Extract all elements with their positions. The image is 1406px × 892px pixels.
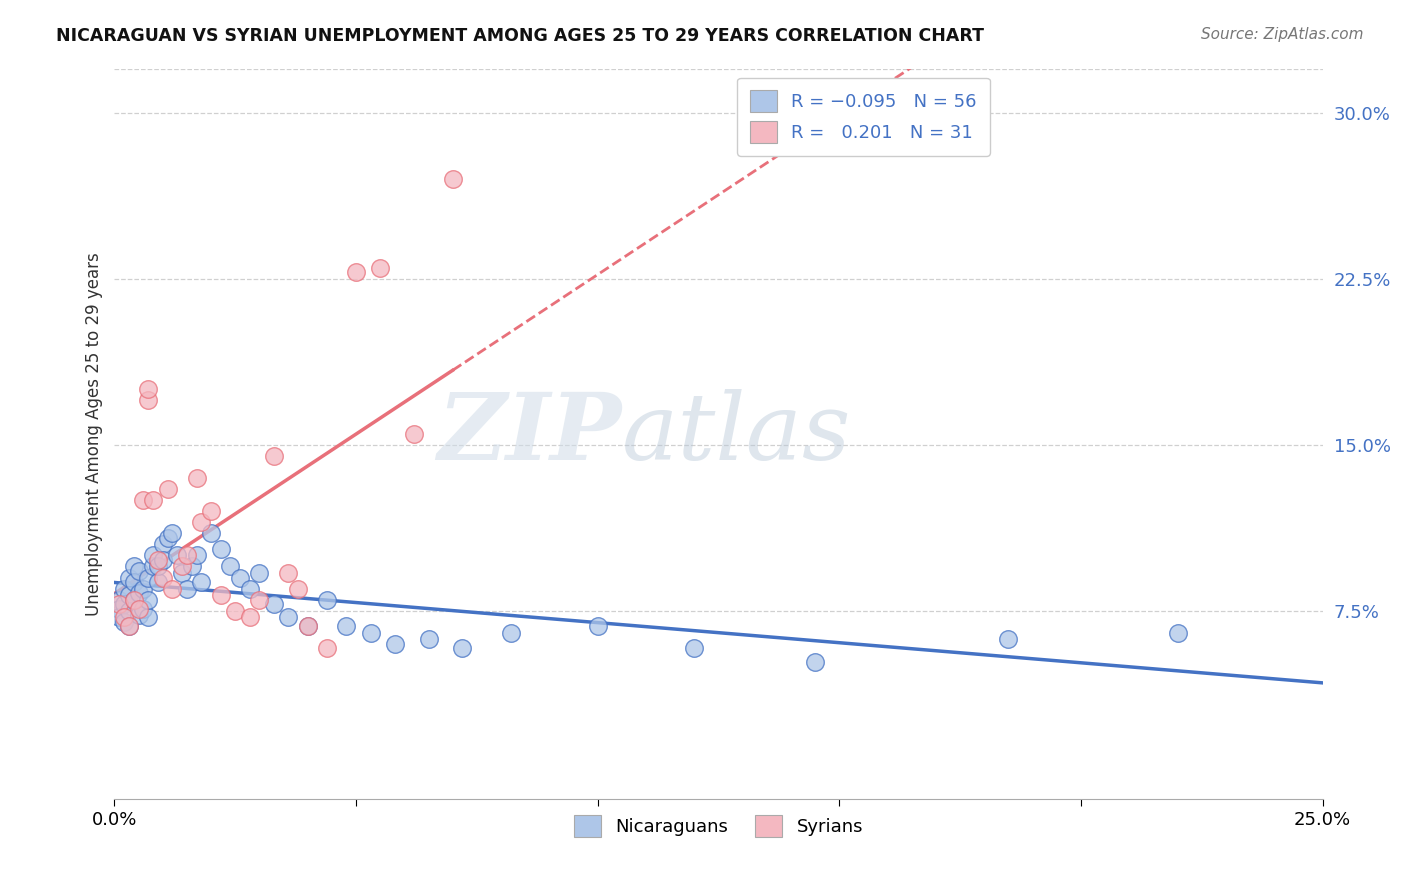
Point xyxy=(224,604,246,618)
Point xyxy=(162,526,184,541)
Point xyxy=(441,172,464,186)
Point xyxy=(136,592,159,607)
Point xyxy=(247,592,270,607)
Point xyxy=(156,531,179,545)
Point xyxy=(170,559,193,574)
Point xyxy=(247,566,270,580)
Point xyxy=(122,559,145,574)
Point xyxy=(136,383,159,397)
Text: atlas: atlas xyxy=(621,389,851,479)
Point xyxy=(176,582,198,596)
Point xyxy=(229,570,252,584)
Point xyxy=(209,588,232,602)
Point xyxy=(132,601,155,615)
Point xyxy=(108,610,131,624)
Point xyxy=(118,588,141,602)
Point xyxy=(112,610,135,624)
Point xyxy=(239,610,262,624)
Point xyxy=(136,570,159,584)
Point xyxy=(186,471,208,485)
Point xyxy=(128,564,150,578)
Point xyxy=(112,615,135,629)
Point xyxy=(146,574,169,589)
Point xyxy=(152,570,174,584)
Point xyxy=(166,549,188,563)
Point xyxy=(142,559,165,574)
Point xyxy=(190,574,212,589)
Point xyxy=(128,601,150,615)
Legend: Nicaraguans, Syrians: Nicaraguans, Syrians xyxy=(567,808,870,845)
Point xyxy=(162,582,184,596)
Point xyxy=(118,619,141,633)
Point xyxy=(997,632,1019,647)
Point xyxy=(156,482,179,496)
Point xyxy=(297,619,319,633)
Point xyxy=(112,597,135,611)
Text: ZIP: ZIP xyxy=(437,389,621,479)
Point xyxy=(142,493,165,508)
Point xyxy=(136,393,159,408)
Point xyxy=(277,610,299,624)
Point xyxy=(804,655,827,669)
Point xyxy=(132,493,155,508)
Point xyxy=(287,582,309,596)
Point xyxy=(297,619,319,633)
Y-axis label: Unemployment Among Ages 25 to 29 years: Unemployment Among Ages 25 to 29 years xyxy=(86,252,103,615)
Point xyxy=(335,619,357,633)
Point xyxy=(190,515,212,529)
Text: NICARAGUAN VS SYRIAN UNEMPLOYMENT AMONG AGES 25 TO 29 YEARS CORRELATION CHART: NICARAGUAN VS SYRIAN UNEMPLOYMENT AMONG … xyxy=(56,27,984,45)
Point xyxy=(112,582,135,596)
Point xyxy=(200,504,222,518)
Point xyxy=(108,601,131,615)
Point xyxy=(499,625,522,640)
Point xyxy=(118,570,141,584)
Point xyxy=(136,610,159,624)
Point xyxy=(316,592,339,607)
Point xyxy=(122,592,145,607)
Point xyxy=(122,574,145,589)
Point xyxy=(180,559,202,574)
Point xyxy=(186,549,208,563)
Point xyxy=(451,641,474,656)
Point xyxy=(586,619,609,633)
Point xyxy=(118,619,141,633)
Point xyxy=(108,597,131,611)
Point xyxy=(146,553,169,567)
Point xyxy=(176,549,198,563)
Point xyxy=(170,566,193,580)
Point xyxy=(152,553,174,567)
Point xyxy=(118,604,141,618)
Point xyxy=(263,597,285,611)
Point xyxy=(418,632,440,647)
Point xyxy=(146,559,169,574)
Point xyxy=(263,449,285,463)
Point xyxy=(209,541,232,556)
Point xyxy=(402,426,425,441)
Point xyxy=(142,549,165,563)
Point xyxy=(128,608,150,623)
Point xyxy=(239,582,262,596)
Point xyxy=(152,537,174,551)
Point xyxy=(344,265,367,279)
Text: Source: ZipAtlas.com: Source: ZipAtlas.com xyxy=(1201,27,1364,42)
Point xyxy=(384,637,406,651)
Point xyxy=(277,566,299,580)
Point xyxy=(128,586,150,600)
Point xyxy=(683,641,706,656)
Point xyxy=(200,526,222,541)
Point xyxy=(368,260,391,275)
Point xyxy=(108,592,131,607)
Point xyxy=(1167,625,1189,640)
Point xyxy=(132,582,155,596)
Point xyxy=(360,625,382,640)
Point xyxy=(219,559,242,574)
Point xyxy=(316,641,339,656)
Point xyxy=(122,592,145,607)
